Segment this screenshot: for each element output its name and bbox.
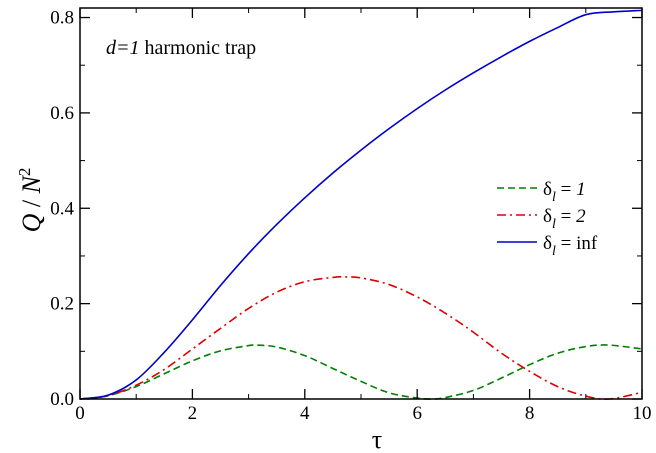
y-axis-label: Q / N2 — [15, 168, 46, 233]
x-tick-label: 6 — [412, 403, 422, 424]
series-line-2 — [79, 276, 643, 400]
x-tick-label: 0 — [75, 403, 85, 424]
x-axis-ticks: 0 2 4 6 8 10 — [75, 8, 652, 424]
trap-annotation: d=1 harmonic trap — [106, 37, 256, 59]
legend: δl = 1δl = 2δl = inf — [497, 179, 598, 259]
x-tick-label: 8 — [525, 403, 535, 424]
series-line-1 — [79, 344, 643, 400]
y-tick-label: 0.8 — [50, 8, 74, 29]
x-tick-label: 4 — [300, 403, 310, 424]
y-axis-ticks: 0.0 0.2 0.4 0.6 0.8 — [50, 8, 642, 410]
legend-label-1: δl = 1 — [543, 179, 586, 205]
x-tick-label: 2 — [188, 403, 198, 424]
plot-frame — [79, 7, 643, 400]
y-tick-label: 0.6 — [50, 103, 74, 124]
curves-layer — [79, 9, 643, 400]
y-tick-label: 0.2 — [50, 294, 74, 315]
x-axis-label: τ — [372, 425, 382, 453]
x-tick-label: 10 — [633, 403, 652, 424]
series-line-3 — [79, 9, 643, 400]
y-tick-label: 0.4 — [50, 198, 74, 219]
legend-label-3: δl = inf — [543, 233, 598, 259]
legend-label-2: δl = 2 — [543, 206, 586, 232]
y-tick-label: 0.0 — [50, 389, 74, 410]
